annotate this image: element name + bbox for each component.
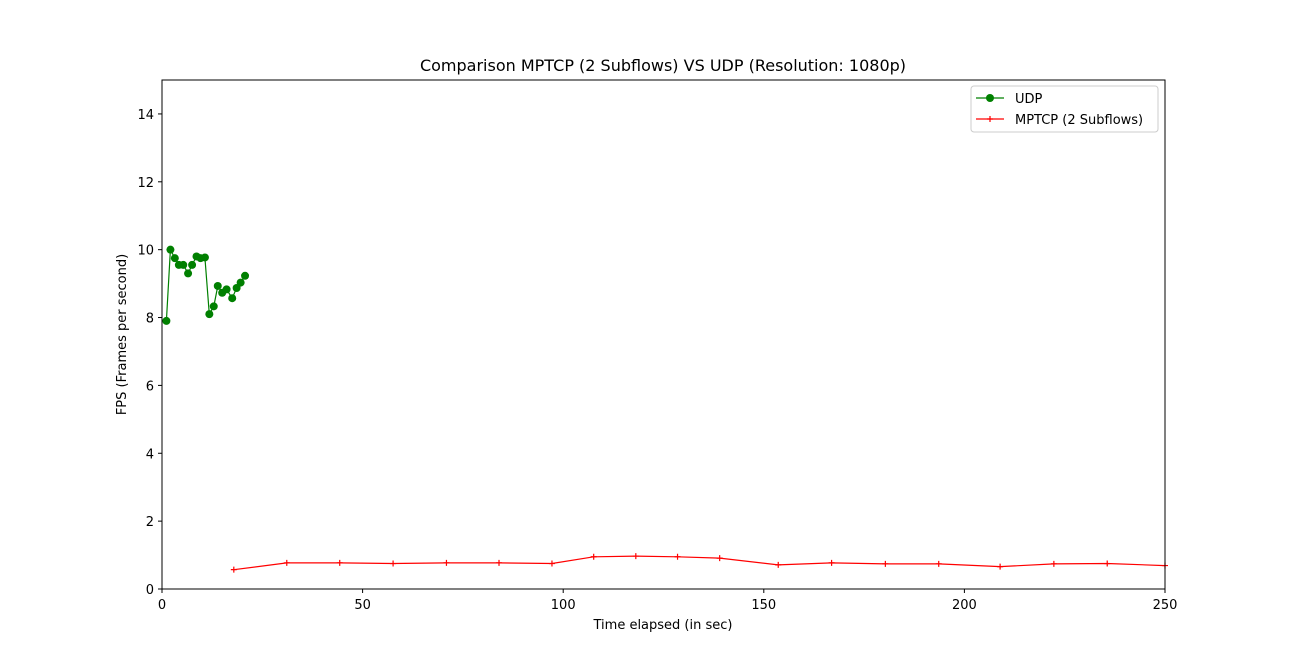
y-axis-label: FPS (Frames per second) <box>115 254 130 415</box>
series-line <box>233 555 1166 571</box>
y-tick-label: 14 <box>137 108 154 123</box>
data-point <box>162 316 171 325</box>
data-point <box>170 254 179 263</box>
data-point <box>390 560 397 567</box>
x-tick-label: 0 <box>158 598 166 613</box>
y-tick-label: 10 <box>137 244 154 259</box>
legend-marker <box>986 94 994 102</box>
data-point <box>716 555 723 562</box>
data-point <box>443 559 450 566</box>
data-point <box>828 559 835 566</box>
y-tick-label: 6 <box>146 379 154 394</box>
legend-label: UDP <box>1015 92 1043 107</box>
legend: UDP MPTCP (2 Subflows) <box>970 85 1159 133</box>
legend-label: MPTCP (2 Subflows) <box>1015 113 1143 128</box>
data-point <box>184 269 193 278</box>
data-point <box>632 553 639 560</box>
plot-area <box>162 245 1168 573</box>
data-point <box>236 278 245 287</box>
data-point <box>166 245 175 254</box>
data-point <box>590 553 597 560</box>
x-tick-label: 200 <box>952 598 977 613</box>
data-point <box>496 559 503 566</box>
x-axis: 0 50 100 150 200 250 <box>158 589 1178 613</box>
data-point <box>283 559 290 566</box>
y-tick-label: 4 <box>146 447 154 462</box>
data-point <box>775 561 782 568</box>
data-point <box>179 260 188 269</box>
x-tick-label: 250 <box>1153 598 1178 613</box>
x-tick-label: 150 <box>751 598 776 613</box>
data-point <box>228 294 237 303</box>
data-point <box>222 285 231 294</box>
data-point <box>882 560 889 567</box>
y-tick-label: 2 <box>146 515 154 530</box>
data-point <box>997 563 1004 570</box>
x-tick-label: 100 <box>551 598 576 613</box>
data-point <box>209 302 218 311</box>
axes-frame <box>161 79 1166 590</box>
legend-marker <box>987 116 993 122</box>
data-point <box>674 553 681 560</box>
data-point <box>188 260 197 269</box>
data-point <box>548 560 555 567</box>
y-tick-label: 8 <box>146 312 154 327</box>
chart-title: Comparison MPTCP (2 Subflows) VS UDP (Re… <box>420 56 906 75</box>
data-point <box>1050 560 1057 567</box>
y-tick-label: 12 <box>137 176 154 191</box>
data-point <box>336 559 343 566</box>
y-tick-label: 0 <box>146 583 154 598</box>
x-axis-label: Time elapsed (in sec) <box>593 618 733 633</box>
data-point <box>205 310 214 319</box>
data-point <box>1104 560 1111 567</box>
data-point <box>200 253 209 262</box>
data-point <box>230 566 237 573</box>
legend-box <box>970 85 1159 133</box>
data-point <box>213 281 222 290</box>
y-axis: 0 2 4 6 8 10 12 14 <box>137 108 162 598</box>
data-point <box>241 271 250 280</box>
x-tick-label: 50 <box>354 598 371 613</box>
data-point <box>935 560 942 567</box>
